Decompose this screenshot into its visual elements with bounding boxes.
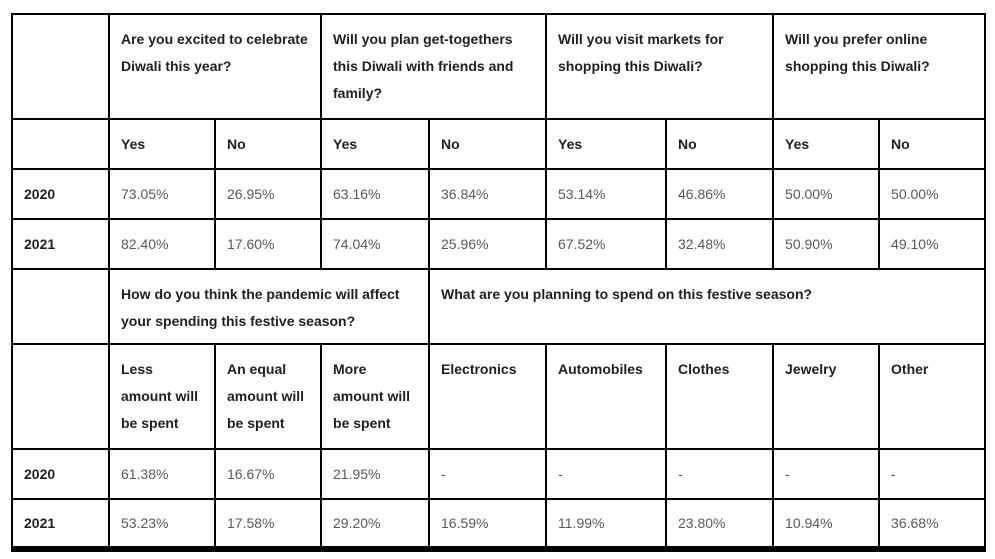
value-cell: 50.90% <box>772 218 881 270</box>
corner-cell <box>11 118 110 170</box>
value-cell: 82.40% <box>108 218 216 270</box>
value-cell: 21.95% <box>320 448 431 500</box>
question-header-excited: Are you excited to celebrate Diwali this… <box>107 13 323 120</box>
subheader-cell: Less amount will be spent <box>108 343 216 450</box>
value-cell: - <box>428 448 548 500</box>
subheader-cell: Jewelry <box>772 343 881 450</box>
subheader-cell: Yes <box>772 118 881 170</box>
year-cell: 2021 <box>11 218 110 270</box>
value-cell: 73.05% <box>108 168 216 220</box>
corner-cell <box>11 343 110 450</box>
subheader-cell: An equal amount will be spent <box>213 343 323 450</box>
value-cell: 16.67% <box>213 448 323 500</box>
value-cell: 29.20% <box>320 498 431 550</box>
value-cell: - <box>545 448 668 500</box>
question-header-gettogethers: Will you plan get-togethers this Diwali … <box>320 13 548 120</box>
value-cell: 23.80% <box>665 498 775 550</box>
value-cell: 16.59% <box>428 498 548 550</box>
subheader-cell: Yes <box>545 118 668 170</box>
corner-cell <box>11 13 110 120</box>
subheader-cell: No <box>878 118 987 170</box>
value-cell: 53.23% <box>108 498 216 550</box>
section2-subheader-row: Less amount will be spent An equal amoun… <box>11 343 987 450</box>
year-cell: 2020 <box>11 448 110 500</box>
question-header-online: Will you prefer online shopping this Diw… <box>772 13 987 120</box>
section2-row-2021: 2021 53.23% 17.58% 29.20% 16.59% 11.99% … <box>11 498 987 550</box>
value-cell: 61.38% <box>108 448 216 500</box>
subheader-cell: Electronics <box>428 343 548 450</box>
subheader-cell: No <box>428 118 548 170</box>
year-cell: 2021 <box>11 498 110 550</box>
value-cell: 74.04% <box>320 218 431 270</box>
subheader-cell: Clothes <box>665 343 775 450</box>
value-cell: 53.14% <box>545 168 668 220</box>
section2-question-row: How do you think the pandemic will affec… <box>11 268 987 345</box>
question-header-spend-categories: What are you planning to spend on this f… <box>428 268 987 345</box>
subheader-cell: No <box>213 118 323 170</box>
value-cell: 10.94% <box>772 498 881 550</box>
value-cell: 50.00% <box>878 168 987 220</box>
diwali-survey-table: Are you excited to celebrate Diwali this… <box>11 13 987 552</box>
subheader-cell: No <box>665 118 775 170</box>
value-cell: 11.99% <box>545 498 668 550</box>
question-header-markets: Will you visit markets for shopping this… <box>545 13 775 120</box>
value-cell: - <box>772 448 881 500</box>
section1-question-row: Are you excited to celebrate Diwali this… <box>11 13 987 120</box>
value-cell: 50.00% <box>772 168 881 220</box>
value-cell: 49.10% <box>878 218 987 270</box>
value-cell: 17.58% <box>213 498 323 550</box>
section1-row-2021: 2021 82.40% 17.60% 74.04% 25.96% 67.52% … <box>11 218 987 270</box>
value-cell: 25.96% <box>428 218 548 270</box>
corner-cell <box>11 268 110 345</box>
section2-row-2020: 2020 61.38% 16.67% 21.95% - - - - - <box>11 448 987 500</box>
value-cell: 17.60% <box>213 218 323 270</box>
section1-row-2020: 2020 73.05% 26.95% 63.16% 36.84% 53.14% … <box>11 168 987 220</box>
value-cell: 36.68% <box>878 498 987 550</box>
value-cell: - <box>665 448 775 500</box>
subheader-cell: Yes <box>320 118 431 170</box>
question-header-pandemic-spending: How do you think the pandemic will affec… <box>107 268 431 345</box>
subheader-cell: Yes <box>108 118 216 170</box>
subheader-cell: More amount will be spent <box>320 343 431 450</box>
value-cell: - <box>878 448 987 500</box>
value-cell: 63.16% <box>320 168 431 220</box>
value-cell: 32.48% <box>665 218 775 270</box>
value-cell: 46.86% <box>665 168 775 220</box>
value-cell: 36.84% <box>428 168 548 220</box>
subheader-cell: Other <box>878 343 987 450</box>
value-cell: 26.95% <box>213 168 323 220</box>
section1-subheader-row: Yes No Yes No Yes No Yes No <box>11 118 987 170</box>
value-cell: 67.52% <box>545 218 668 270</box>
year-cell: 2020 <box>11 168 110 220</box>
subheader-cell: Automobiles <box>545 343 668 450</box>
